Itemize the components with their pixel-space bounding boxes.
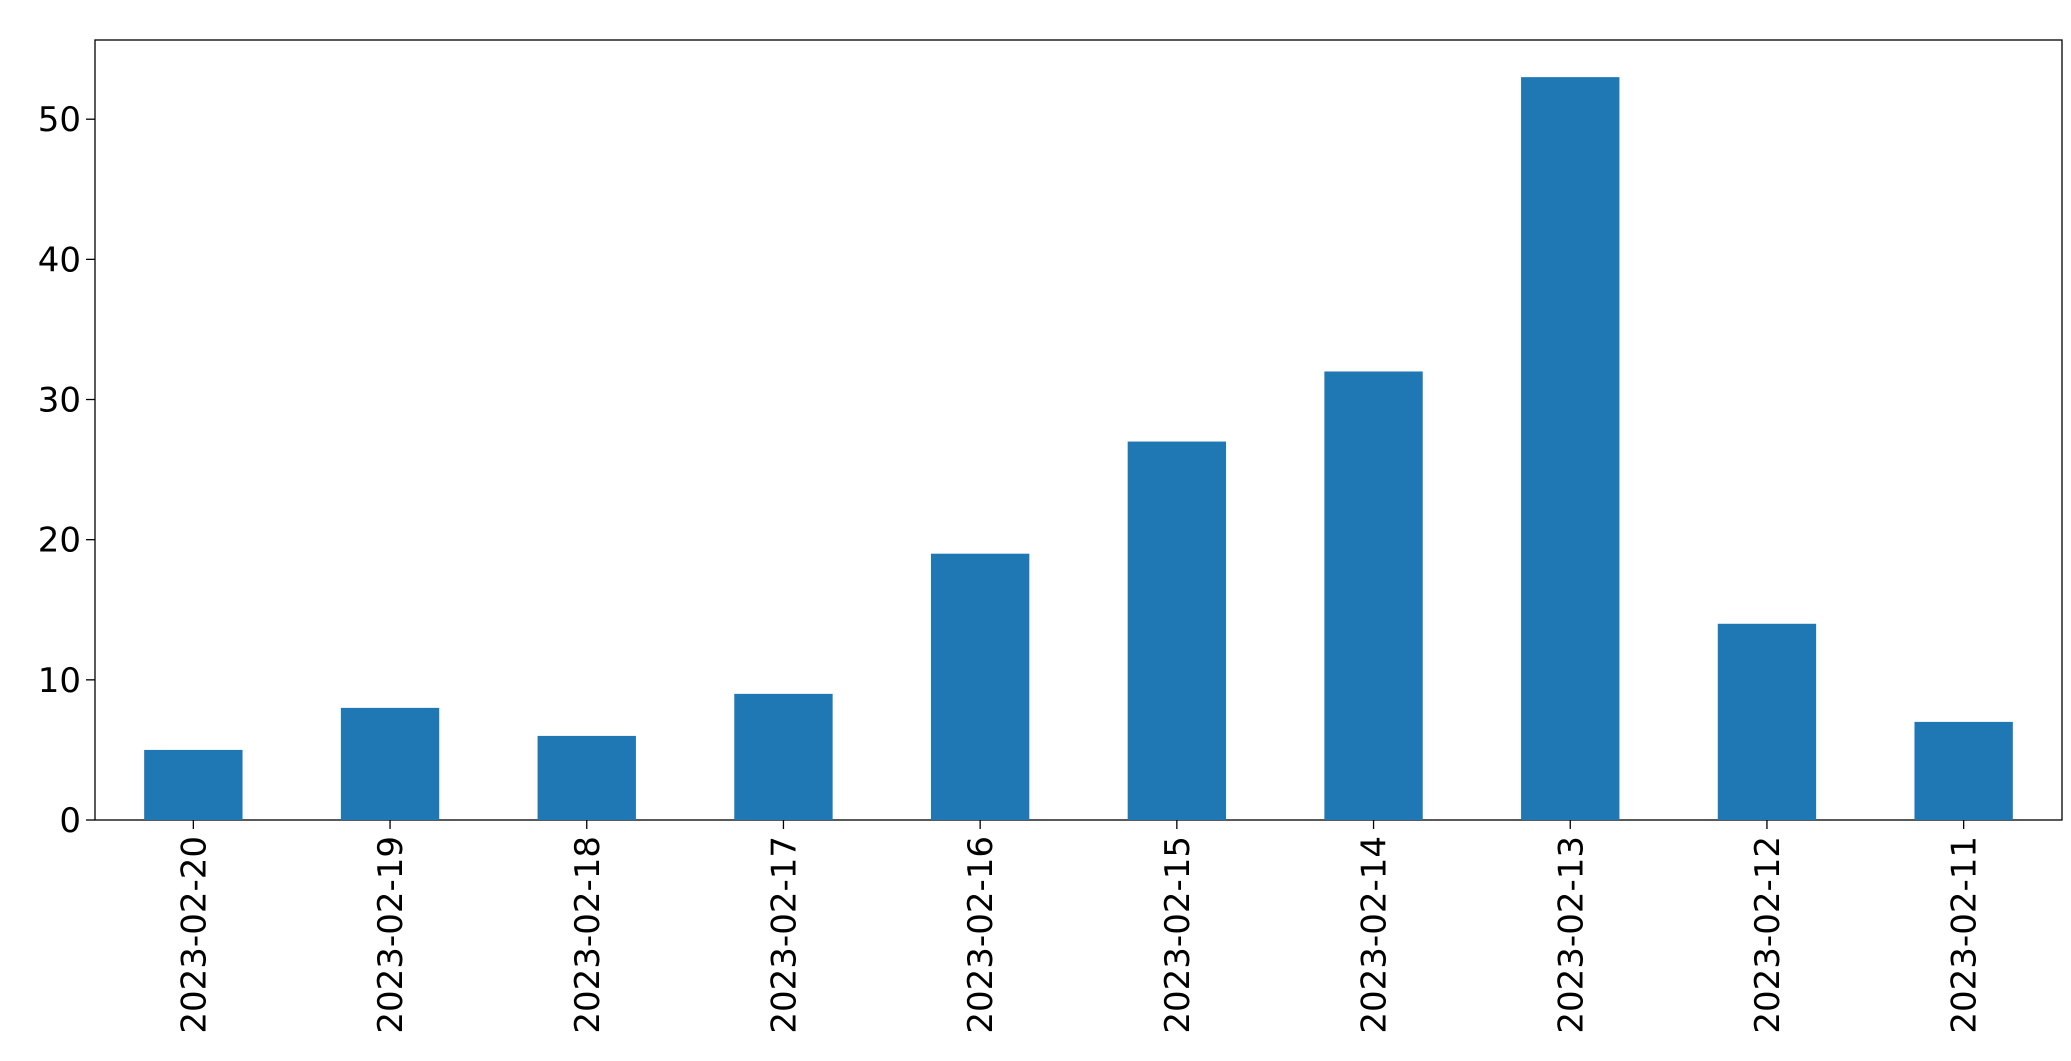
x-tick-label: 2023-02-20 xyxy=(174,836,214,1034)
bar xyxy=(1127,441,1227,820)
y-tick-label: 50 xyxy=(38,100,81,140)
bar xyxy=(1914,721,2013,820)
y-tick-label: 0 xyxy=(59,801,81,841)
bar xyxy=(340,707,440,820)
bar xyxy=(1521,77,1620,820)
bar xyxy=(144,749,243,820)
x-tick-label: 2023-02-13 xyxy=(1551,836,1591,1034)
bar xyxy=(930,553,1030,820)
x-tick-label: 2023-02-19 xyxy=(371,836,411,1034)
bar xyxy=(734,693,833,820)
axes-frame xyxy=(94,39,2063,821)
x-tick-label: 2023-02-16 xyxy=(961,836,1001,1034)
bar xyxy=(537,735,636,820)
x-tick-label: 2023-02-17 xyxy=(764,836,804,1034)
y-tick-label: 10 xyxy=(38,661,81,701)
y-tick-label: 30 xyxy=(38,381,81,421)
bar xyxy=(1717,623,1817,820)
x-tick-label: 2023-02-14 xyxy=(1355,836,1395,1034)
bar xyxy=(1324,371,1423,820)
y-tick-label: 40 xyxy=(38,240,81,280)
x-tick-label: 2023-02-12 xyxy=(1748,836,1788,1034)
x-tick-label: 2023-02-15 xyxy=(1158,836,1198,1034)
x-tick-label: 2023-02-18 xyxy=(568,836,608,1034)
y-tick-label: 20 xyxy=(38,521,81,561)
x-tick-label: 2023-02-11 xyxy=(1945,836,1985,1034)
